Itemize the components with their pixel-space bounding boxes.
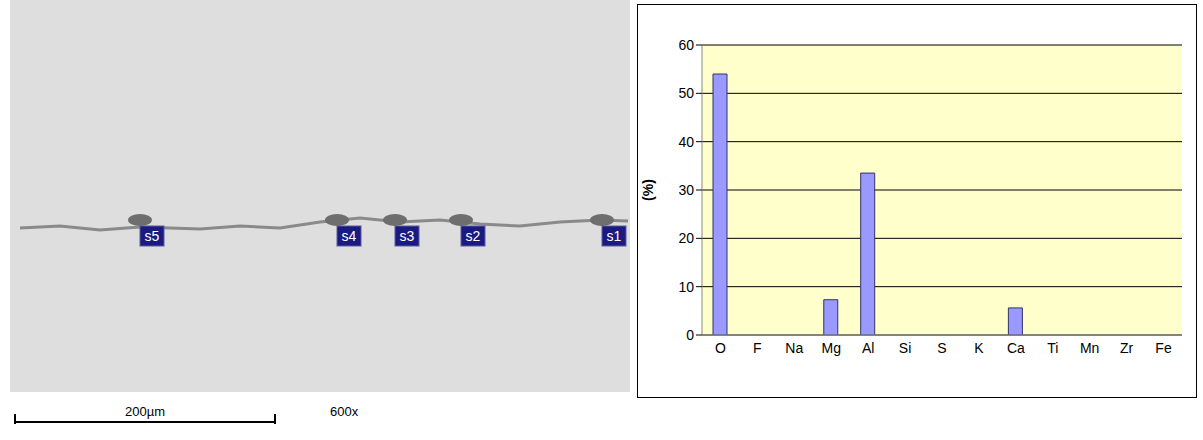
svg-text:S: S [937,340,946,356]
svg-text:Zr: Zr [1120,340,1134,356]
svg-text:50: 50 [678,85,694,101]
svg-text:F: F [753,340,762,356]
svg-text:10: 10 [678,279,694,295]
svg-text:s5: s5 [145,228,160,244]
svg-text:Al: Al [862,340,874,356]
svg-text:20: 20 [678,230,694,246]
svg-text:s2: s2 [466,228,481,244]
svg-text:O: O [715,340,726,356]
svg-text:0: 0 [686,327,694,343]
svg-text:Si: Si [899,340,911,356]
svg-text:Fe: Fe [1155,340,1172,356]
svg-text:Na: Na [785,340,803,356]
svg-text:30: 30 [678,182,694,198]
svg-text:Mn: Mn [1080,340,1099,356]
svg-text:Mg: Mg [822,340,841,356]
svg-text:Ti: Ti [1047,340,1058,356]
svg-text:40: 40 [678,134,694,150]
svg-text:K: K [974,340,984,356]
svg-text:s1: s1 [607,228,622,244]
svg-text:s3: s3 [400,228,415,244]
svg-text:Ca: Ca [1007,340,1025,356]
svg-text:s4: s4 [342,228,357,244]
svg-text:60: 60 [678,37,694,53]
svg-text:200µm: 200µm [125,404,165,419]
svg-text:(%): (%) [640,179,656,201]
svg-text:600x: 600x [330,404,359,419]
